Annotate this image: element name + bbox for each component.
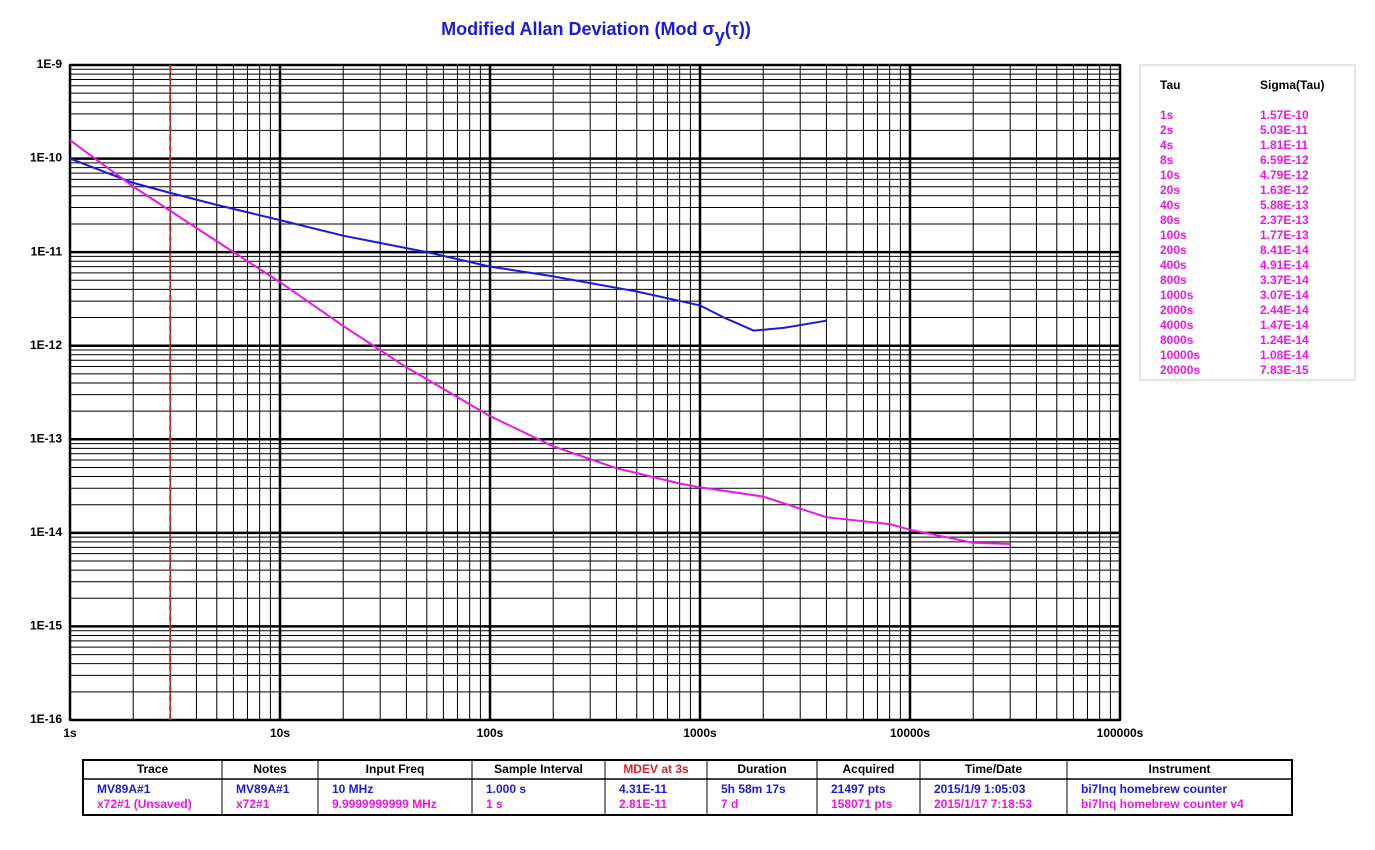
tau-cell: 1.08E-14: [1260, 348, 1309, 362]
tau-cell: 40s: [1160, 198, 1180, 212]
trace-header: Trace: [137, 762, 169, 776]
y-tick-label: 1E-16: [30, 712, 62, 726]
tau-cell: 3.37E-14: [1260, 273, 1309, 287]
trace-cell: 7 d: [721, 797, 738, 811]
y-tick-label: 1E-10: [30, 151, 62, 165]
tau-cell: 10s: [1160, 168, 1180, 182]
plot-area: [69, 64, 1121, 721]
tau-cell: 100s: [1160, 228, 1187, 242]
tau-cell: 800s: [1160, 273, 1187, 287]
tau-cell: 1s: [1160, 108, 1174, 122]
tau-header: Tau: [1160, 78, 1180, 92]
tau-cell: 6.59E-12: [1260, 153, 1309, 167]
tau-cell: 4000s: [1160, 318, 1194, 332]
chart-title: Modified Allan Deviation (Mod σy(τ)): [441, 19, 751, 46]
trace-cell: MV89A#1: [236, 782, 290, 796]
trace-header: Time/Date: [965, 762, 1022, 776]
trace-header: MDEV at 3s: [623, 762, 689, 776]
tau-cell: 200s: [1160, 243, 1187, 257]
tau-cell: 2.37E-13: [1260, 213, 1309, 227]
series-line: [69, 139, 1011, 545]
trace-header: Duration: [737, 762, 786, 776]
y-tick-label: 1E-9: [37, 57, 63, 71]
tau-cell: 2s: [1160, 123, 1174, 137]
trace-cell: bi7lnq homebrew counter v4: [1081, 797, 1244, 811]
tau-cell: 4.91E-14: [1260, 258, 1309, 272]
trace-cell: 2015/1/9 1:05:03: [934, 782, 1026, 796]
tau-cell: 1.57E-10: [1260, 108, 1309, 122]
title-end: (τ)): [725, 19, 751, 39]
x-tick-label: 100000s: [1097, 726, 1144, 740]
tau-cell: 7.83E-15: [1260, 363, 1309, 377]
trace-table: [82, 759, 1293, 816]
tau-cell: 1.77E-13: [1260, 228, 1309, 242]
tau-box: [1139, 64, 1356, 381]
tau-cell: 1000s: [1160, 288, 1194, 302]
tau-cell: 5.88E-13: [1260, 198, 1309, 212]
trace-cell: 4.31E-11: [619, 782, 667, 796]
tau-cell: 4.79E-12: [1260, 168, 1309, 182]
trace-header: Notes: [253, 762, 287, 776]
y-tick-label: 1E-11: [31, 244, 63, 258]
tau-cell: 2.44E-14: [1260, 303, 1309, 317]
tau-cell: 8000s: [1160, 333, 1194, 347]
series-line: [69, 157, 827, 332]
trace-header: Acquired: [842, 762, 894, 776]
trace-cell: 10 MHz: [332, 782, 373, 796]
y-tick-label: 1E-13: [30, 431, 62, 445]
tau-cell: 1.63E-12: [1260, 183, 1309, 197]
x-tick-label: 10000s: [890, 726, 930, 740]
trace-cell: x72#1 (Unsaved): [97, 797, 192, 811]
tau-cell: 1.24E-14: [1260, 333, 1309, 347]
x-tick-label: 1s: [63, 726, 77, 740]
x-tick-label: 100s: [477, 726, 504, 740]
trace-cell: 2.81E-11: [619, 797, 667, 811]
tau-cell: 20s: [1160, 183, 1180, 197]
trace-cell: 2015/1/17 7:18:53: [934, 797, 1032, 811]
trace-cell: x72#1: [236, 797, 270, 811]
tau-cell: 3.07E-14: [1260, 288, 1309, 302]
y-tick-label: 1E-15: [30, 619, 62, 633]
x-tick-label: 1000s: [683, 726, 717, 740]
tau-cell: 5.03E-11: [1260, 123, 1308, 137]
tau-cell: 80s: [1160, 213, 1180, 227]
tau-cell: 400s: [1160, 258, 1187, 272]
trace-header: Instrument: [1148, 762, 1210, 776]
tau-cell: 1.81E-11: [1260, 138, 1308, 152]
trace-cell: 1 s: [486, 797, 503, 811]
trace-header: Input Freq: [366, 762, 425, 776]
trace-cell: bi7lnq homebrew counter: [1081, 782, 1227, 796]
x-tick-label: 10s: [270, 726, 290, 740]
title-main: Modified Allan Deviation (Mod σ: [441, 19, 715, 39]
trace-cell: 9.9999999999 MHz: [332, 797, 437, 811]
tau-header: Sigma(Tau): [1260, 78, 1324, 92]
trace-cell: 5h 58m 17s: [721, 782, 786, 796]
tau-cell: 1.47E-14: [1260, 318, 1309, 332]
tau-cell: 10000s: [1160, 348, 1200, 362]
trace-cell: 1.000 s: [486, 782, 526, 796]
trace-cell: 158071 pts: [831, 797, 893, 811]
trace-cell: 21497 pts: [831, 782, 886, 796]
trace-header: Sample Interval: [494, 762, 583, 776]
tau-cell: 20000s: [1160, 363, 1200, 377]
tau-cell: 8.41E-14: [1260, 243, 1309, 257]
trace-cell: MV89A#1: [97, 782, 151, 796]
tau-cell: 2000s: [1160, 303, 1194, 317]
title-sub: y: [715, 26, 725, 46]
y-tick-label: 1E-14: [30, 525, 62, 539]
tau-cell: 8s: [1160, 153, 1174, 167]
tau-cell: 4s: [1160, 138, 1174, 152]
y-tick-label: 1E-12: [30, 338, 62, 352]
